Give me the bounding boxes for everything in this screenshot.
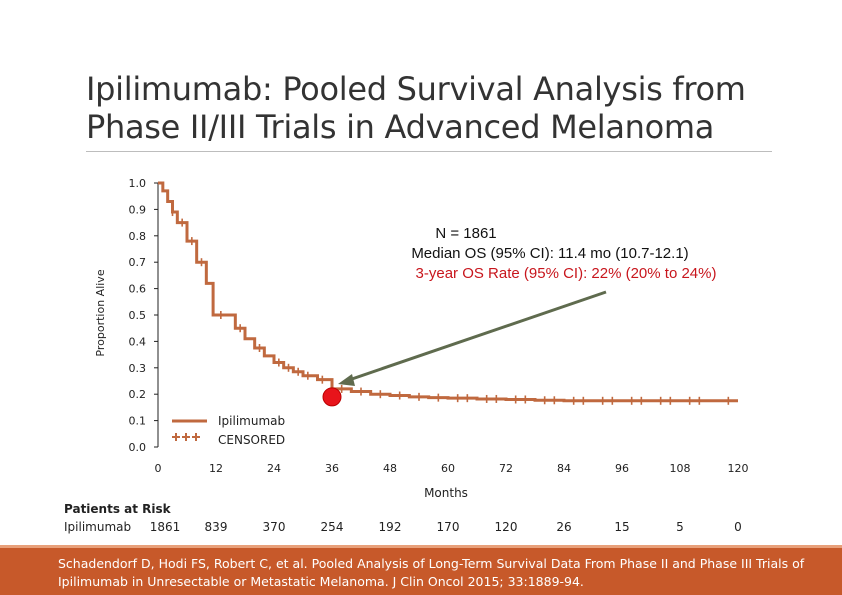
x-tick-label: 48: [383, 462, 397, 475]
x-tick-label: 96: [615, 462, 629, 475]
slide-title: Ipilimumab: Pooled Survival Analysis fro…: [86, 70, 746, 146]
y-tick-label: 0.1: [129, 415, 147, 428]
footer-band: [0, 548, 842, 595]
risk-table-value: 5: [676, 520, 684, 534]
x-tick-label: 12: [209, 462, 223, 475]
risk-table-value: 839: [205, 520, 228, 534]
risk-table-value: 254: [321, 520, 344, 534]
x-tick-label: 120: [728, 462, 749, 475]
legend-label-censored: CENSORED: [218, 433, 285, 447]
x-tick-label: 108: [670, 462, 691, 475]
footer-stripe: [0, 545, 842, 548]
y-tick-label: 0.5: [129, 309, 147, 322]
x-tick-label: 36: [325, 462, 339, 475]
risk-table-value: 1861: [150, 520, 181, 534]
y-tick-label: 0.4: [129, 335, 147, 348]
risk-table-header: Patients at Risk: [64, 502, 172, 516]
risk-table-value: 26: [556, 520, 571, 534]
x-tick-label: 84: [557, 462, 571, 475]
y-axis-label: Proportion Alive: [94, 269, 107, 356]
chart-ticks: 0.0 0.1 0.2 0.3 0.4 0.5 0.6 0.7 0.8 0.9 1.0 0 12 24 36…: [129, 177, 749, 475]
x-tick-label: 72: [499, 462, 513, 475]
y-tick-label: 0.0: [129, 441, 147, 454]
annotation-n: N = 1861: [435, 225, 496, 242]
series-line-ipilimumab: [158, 181, 738, 403]
y-tick-label: 0.7: [129, 256, 147, 269]
title-divider: [86, 151, 772, 152]
highlight-point-3yr: [322, 387, 342, 407]
risk-table-value: 15: [614, 520, 629, 534]
survival-chart: 0.0 0.1 0.2 0.3 0.4 0.5 0.6 0.7 0.8 0.9 1.0 0 12 24 36…: [64, 177, 749, 534]
x-tick-label: 60: [441, 462, 455, 475]
risk-table-value: 192: [379, 520, 402, 534]
risk-table-value: 0: [734, 520, 742, 534]
y-tick-label: 0.3: [129, 362, 147, 375]
x-axis-label: Months: [424, 486, 468, 500]
annotation-median-os: Median OS (95% CI): 11.4 mo (10.7-12.1): [411, 245, 688, 262]
curve-layer: [158, 181, 738, 403]
y-tick-label: 0.8: [129, 230, 147, 243]
y-tick-label: 0.6: [129, 283, 147, 296]
y-tick-label: 1.0: [129, 177, 147, 190]
legend-label-ipilimumab: Ipilimumab: [218, 414, 285, 428]
annotation-arrowhead: [338, 374, 355, 386]
x-tick-label: 0: [155, 462, 162, 475]
censor-layer: [171, 208, 730, 405]
risk-table-value: 120: [495, 520, 518, 534]
legend-censored-swatch: [172, 433, 200, 441]
risk-table-value: 370: [263, 520, 286, 534]
x-tick-label: 24: [267, 462, 281, 475]
risk-table-value: 170: [437, 520, 460, 534]
risk-table-values: 1861 839 370 254 192 170 120 26 15 5 0: [150, 520, 742, 534]
citation-text: Schadendorf D, Hodi FS, Robert C, et al.…: [58, 556, 805, 589]
annotation-arrow: [345, 290, 607, 383]
y-tick-label: 0.9: [129, 203, 147, 216]
y-tick-label: 0.2: [129, 388, 147, 401]
risk-table-row-label: Ipilimumab: [64, 520, 131, 534]
annotation-3yr-os: 3-year OS Rate (95% CI): 22% (20% to 24%…: [416, 265, 717, 282]
